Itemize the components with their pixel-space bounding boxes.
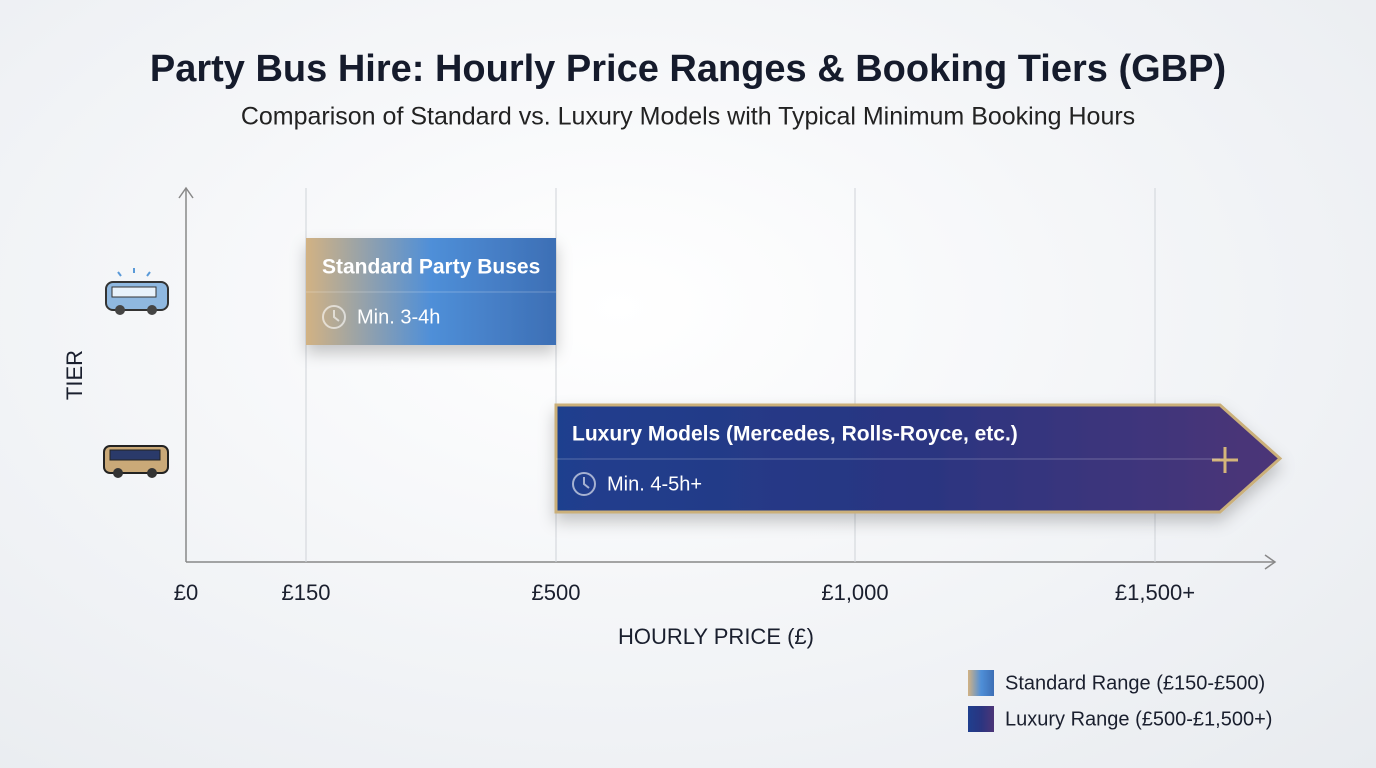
range-bar	[306, 238, 556, 345]
clock-icon	[322, 305, 346, 329]
y-axis-arrow	[178, 186, 194, 199]
legend-label: Standard Range (£150-£500)	[1005, 672, 1265, 694]
x-axis-label: HOURLY PRICE (£)	[618, 624, 814, 649]
x-tick-label: £150	[282, 580, 331, 605]
legend-swatch	[968, 706, 994, 732]
chart-subtitle: Comparison of Standard vs. Luxury Models…	[241, 103, 1135, 131]
standard-bus-icon	[105, 268, 169, 315]
legend-swatch	[968, 670, 994, 696]
x-tick-label: £1,000	[821, 580, 888, 605]
luxury-bus-icon	[103, 445, 169, 478]
chart-title: Party Bus Hire: Hourly Price Ranges & Bo…	[150, 48, 1226, 90]
x-tick-label: £1,500+	[1115, 580, 1195, 605]
bar-note: Min. 4-5h+	[607, 473, 702, 495]
x-tick-label: £0	[174, 580, 198, 605]
open-end-plus	[1212, 447, 1238, 473]
y-axis-label: TIER	[62, 350, 87, 400]
range-bar	[554, 403, 1283, 514]
x-tick-label: £500	[532, 580, 581, 605]
bar-label: Standard Party Buses	[322, 256, 540, 279]
bar-note: Min. 3-4h	[357, 306, 440, 328]
clock-hands	[583, 477, 590, 489]
clock-icon	[572, 472, 596, 496]
x-axis-arrow	[1264, 554, 1277, 570]
bar-label: Luxury Models (Mercedes, Rolls-Royce, et…	[572, 423, 1018, 446]
clock-hands	[333, 310, 340, 322]
legend-label: Luxury Range (£500-£1,500+)	[1005, 708, 1272, 730]
